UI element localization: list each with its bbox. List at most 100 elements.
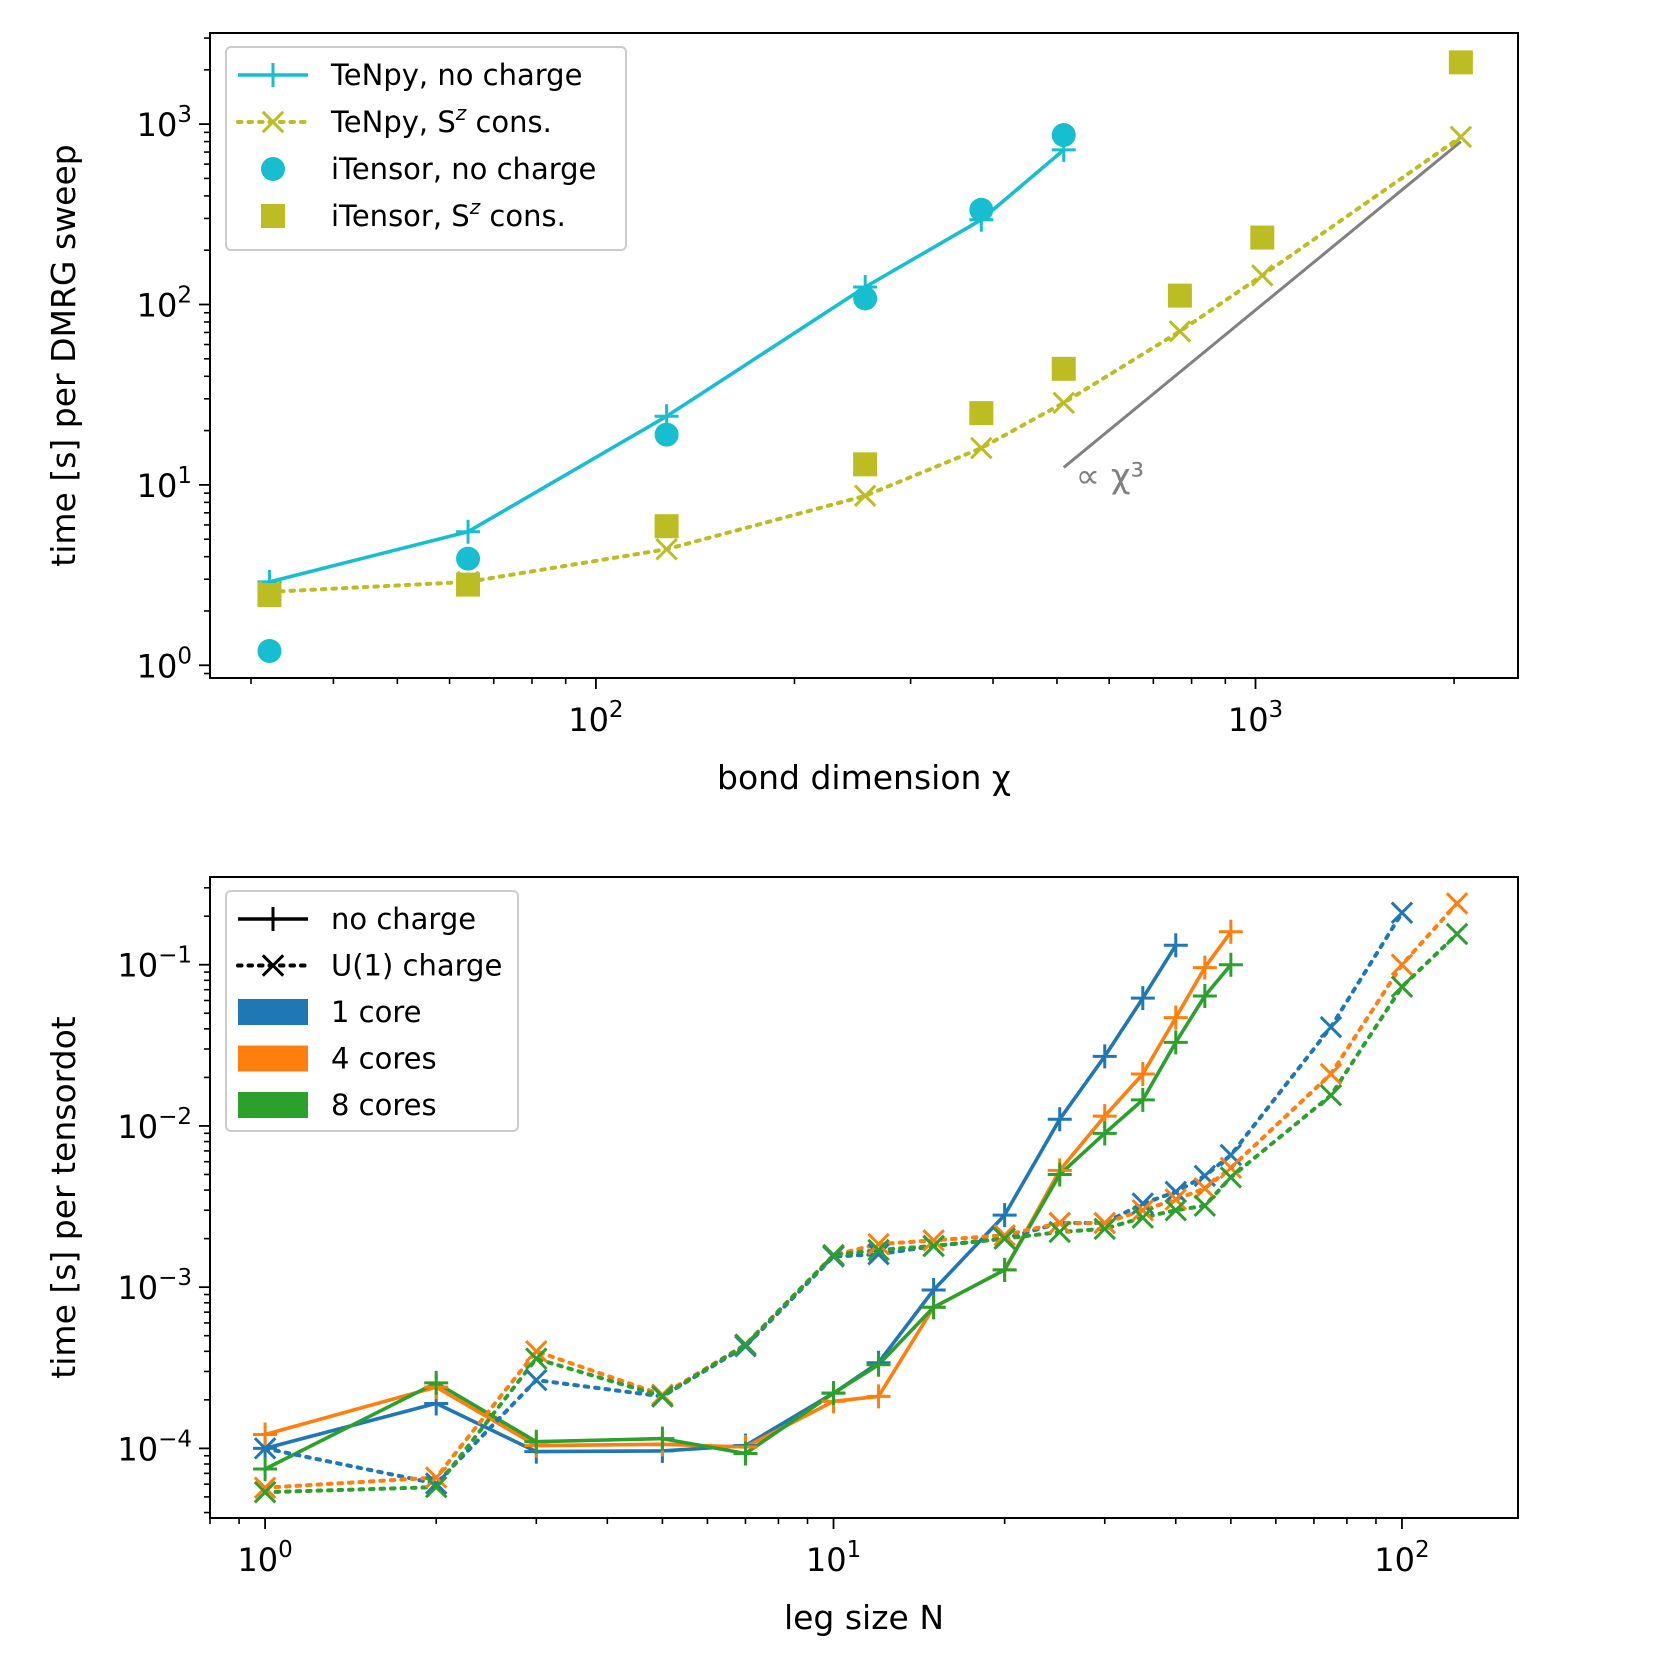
data-point — [1164, 1198, 1188, 1222]
data-point — [1448, 50, 1473, 75]
plot-area — [257, 50, 1473, 663]
data-point — [1168, 320, 1192, 343]
data-point — [867, 1238, 890, 1262]
reference-line — [1062, 140, 1462, 469]
y-tick-label: 10−3 — [117, 1265, 192, 1307]
data-point — [424, 1472, 448, 1495]
data-point — [866, 1352, 891, 1377]
data-point — [1445, 892, 1469, 915]
x-tick-label: 102 — [568, 697, 623, 739]
data-point — [1192, 955, 1217, 980]
y-axis-label: time [s] per tensordot — [44, 1016, 83, 1378]
data-point — [257, 583, 282, 608]
data-point — [1164, 1180, 1188, 1204]
data-point — [524, 1429, 549, 1454]
data-point — [1193, 1194, 1217, 1217]
data-point — [993, 1227, 1016, 1250]
data-point — [1052, 391, 1076, 415]
data-point — [1093, 1211, 1117, 1235]
data-point — [867, 1232, 890, 1256]
data-point — [253, 1437, 277, 1460]
legend-label: no charge — [331, 902, 476, 936]
y-tick-label: 101 — [137, 463, 192, 505]
data-point — [456, 519, 481, 544]
data-point — [1167, 283, 1192, 308]
y-tick-label: 10−4 — [117, 1426, 192, 1468]
data-point — [1051, 356, 1076, 381]
data-point — [734, 1333, 757, 1356]
legend-marker — [261, 954, 285, 977]
y-tick-label: 102 — [137, 283, 192, 325]
legend-marker — [261, 110, 285, 134]
data-point — [1250, 225, 1275, 250]
data-point — [733, 1441, 758, 1466]
data-point — [655, 537, 678, 561]
data-point — [992, 1203, 1017, 1228]
series-line-0 — [269, 148, 1065, 584]
legend-label: TeNpy, no charge — [330, 58, 582, 92]
data-point — [1163, 1005, 1188, 1030]
data-point — [257, 638, 282, 663]
data-point — [1219, 1166, 1243, 1189]
y-tick-label: 103 — [137, 102, 192, 144]
data-point — [525, 1340, 548, 1363]
legend-label: 4 cores — [331, 1042, 437, 1076]
data-point — [456, 572, 481, 597]
tensordot-chart: 100 101 102 10−4 10−3 10−2 10−1 leg size N time … — [44, 876, 1519, 1637]
x-axis-label: bond dimension χ — [717, 758, 1011, 797]
legend: no charge U(1) charge 1 core 4 cores 8 cores — [225, 890, 519, 1132]
data-point — [1163, 1030, 1188, 1055]
data-point — [1319, 1083, 1343, 1107]
data-point — [1131, 1206, 1155, 1229]
data-point — [1390, 953, 1414, 976]
legend-patch — [238, 1045, 308, 1072]
data-point — [424, 1466, 448, 1489]
data-point — [921, 1295, 946, 1320]
legend-label: 1 core — [331, 995, 421, 1029]
data-point — [867, 1242, 890, 1266]
legend-marker — [261, 63, 285, 87]
data-point — [822, 1243, 845, 1267]
legend-marker — [261, 204, 285, 228]
data-point — [424, 1475, 448, 1499]
data-point — [525, 1368, 548, 1392]
x-tick-label: 100 — [237, 1537, 292, 1579]
data-point — [1092, 1121, 1117, 1146]
plot-area — [253, 892, 1469, 1504]
data-point — [1218, 919, 1243, 944]
data-point — [1164, 1188, 1188, 1211]
data-point — [821, 1381, 846, 1406]
data-point — [1051, 123, 1076, 148]
y-tick-label: 10−1 — [117, 943, 192, 985]
data-point — [1130, 1061, 1155, 1086]
data-point — [1218, 952, 1243, 977]
series-line-4 — [263, 901, 1460, 1490]
data-point — [1251, 264, 1274, 287]
data-point — [253, 1457, 278, 1481]
data-point — [651, 1385, 674, 1408]
data-point — [1192, 983, 1217, 1008]
x-axis-label: leg size N — [784, 1598, 944, 1637]
legend-marker — [261, 157, 285, 181]
data-point — [253, 1422, 278, 1447]
data-point — [1130, 986, 1155, 1011]
data-point — [1390, 975, 1414, 999]
data-point — [1449, 125, 1473, 149]
x-tick-label: 103 — [1228, 697, 1283, 739]
data-point — [1193, 1177, 1217, 1200]
legend-patch — [238, 1092, 308, 1118]
data-point — [1048, 1220, 1071, 1244]
data-point — [650, 1426, 675, 1451]
data-point — [1163, 933, 1188, 958]
legend-patch — [238, 999, 308, 1025]
legend-label: U(1) charge — [331, 949, 502, 983]
data-point — [1445, 922, 1469, 946]
data-point — [922, 1234, 945, 1258]
data-point — [456, 546, 481, 571]
y-axis-label: time [s] per DMRG sweep — [44, 144, 83, 566]
legend-marker — [261, 907, 285, 931]
series-line-5 — [263, 932, 1460, 1495]
data-point — [1319, 1062, 1343, 1086]
data-point — [853, 452, 878, 477]
data-point — [1048, 1211, 1071, 1235]
